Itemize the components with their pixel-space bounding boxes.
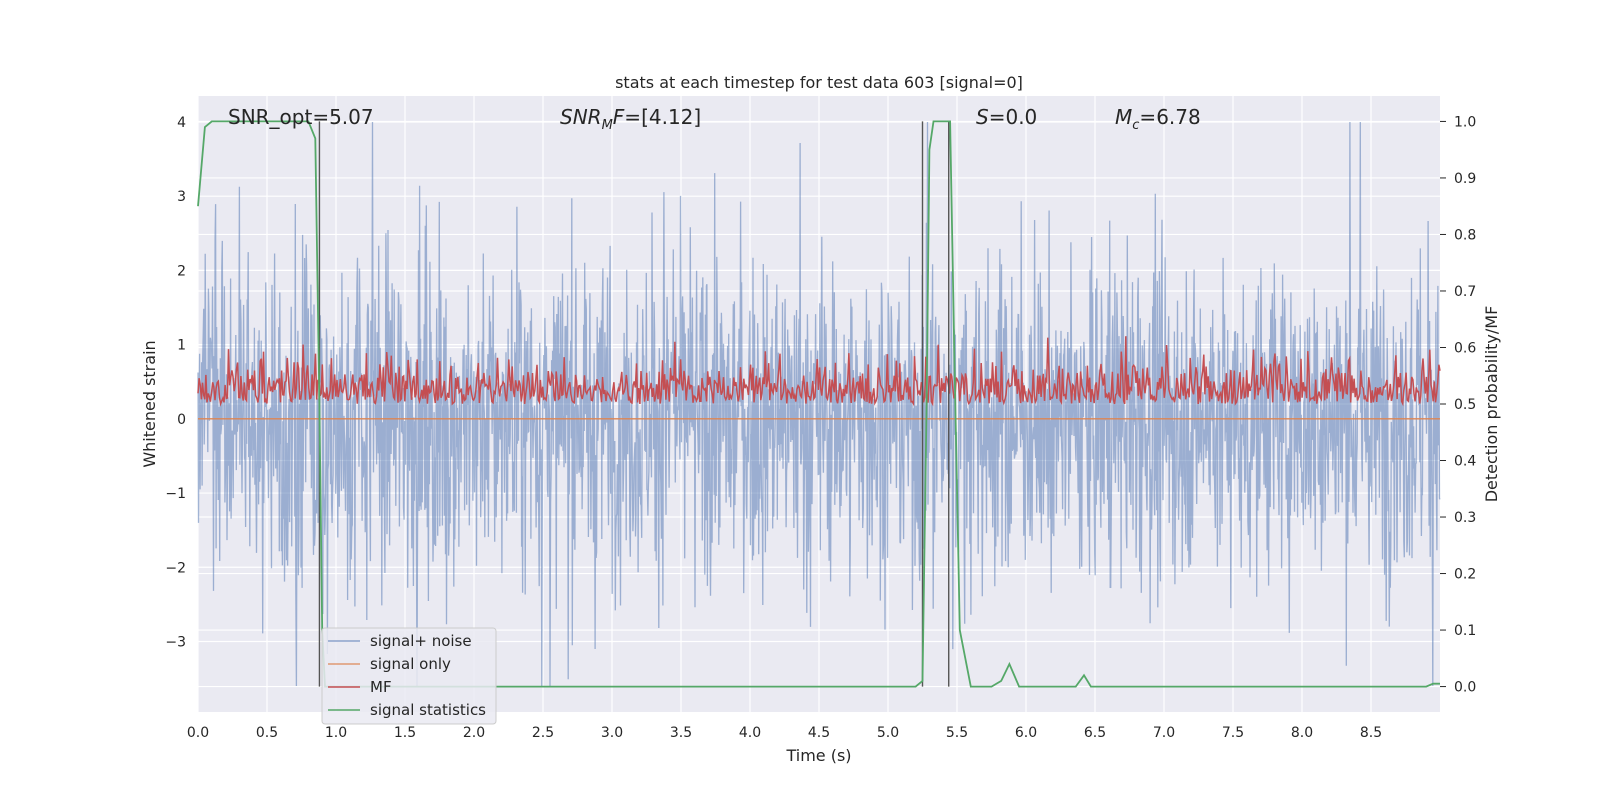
y-left-tick-label: −1 <box>165 486 186 502</box>
series-layer <box>197 120 1441 688</box>
x-tick-label: 1.0 <box>325 725 347 741</box>
series-signal-statistics-line <box>197 120 1440 688</box>
axis-ticks: 0.0 0.5 1.0 1.5 2.0 2.5 3.0 3.5 4.0 4.5 5.0 5.5 6.0 6… <box>165 114 1476 741</box>
x-tick-label: 0.5 <box>256 725 278 741</box>
x-tick-label: 5.0 <box>877 725 899 741</box>
y-right-tick-label: 0.4 <box>1454 454 1476 470</box>
series-mf-line <box>197 336 1441 407</box>
x-tick-label: 8.5 <box>1360 725 1382 741</box>
y-right-tick-label: 0.9 <box>1454 171 1476 187</box>
x-tick-label: 4.5 <box>808 725 830 741</box>
y-right-tick-label: 0.5 <box>1454 397 1476 413</box>
y-right-tick-label: 0.0 <box>1454 680 1476 696</box>
s-annotation: S=0.0 <box>976 105 1037 129</box>
y-left-tick-label: 0 <box>177 412 186 428</box>
legend-label-signal-only: signal only <box>370 655 451 673</box>
y-left-tick-label: 1 <box>177 338 186 354</box>
y-right-tick-label: 0.7 <box>1454 284 1476 300</box>
legend: signal+ noise signal only MF signal stat… <box>321 627 497 725</box>
y-left-tick-label: 3 <box>177 189 186 205</box>
x-tick-label: 1.5 <box>394 725 416 741</box>
y-left-tick-label: −3 <box>165 634 186 650</box>
y-axis-left-label: Whitened strain <box>140 340 159 467</box>
x-tick-label: 4.0 <box>739 725 761 741</box>
x-tick-label: 2.5 <box>532 725 554 741</box>
y-right-tick-label: 0.1 <box>1454 623 1476 639</box>
x-tick-label: 6.5 <box>1084 725 1106 741</box>
x-tick-label: 8.0 <box>1291 725 1313 741</box>
snr-mf-value: [4.12] <box>641 105 701 129</box>
y-right-tick-label: 1.0 <box>1454 114 1476 130</box>
series-signal-noise-line <box>197 121 1441 687</box>
x-tick-label: 6.0 <box>1015 725 1037 741</box>
chart-title: stats at each timestep for test data 603… <box>615 73 1023 92</box>
s-value: 0.0 <box>1005 105 1037 129</box>
mc-value: 6.78 <box>1156 105 1201 129</box>
x-tick-label: 7.5 <box>1222 725 1244 741</box>
x-tick-label: 2.0 <box>463 725 485 741</box>
y-right-tick-label: 0.2 <box>1454 567 1476 583</box>
snr-mf-annotation: SNRMF=[4.12] <box>560 105 701 133</box>
legend-label-signal-noise: signal+ noise <box>370 632 472 650</box>
x-tick-label: 0.0 <box>187 725 209 741</box>
y-axis-right-label: Detection probability/MF <box>1482 306 1501 503</box>
y-left-tick-label: 2 <box>177 263 186 279</box>
x-axis-label: Time (s) <box>785 746 851 765</box>
legend-label-signal-statistics: signal statistics <box>370 701 486 719</box>
y-right-tick-label: 0.6 <box>1454 340 1476 356</box>
y-left-tick-label: 4 <box>177 115 186 131</box>
y-right-tick-label: 0.8 <box>1454 227 1476 243</box>
mc-annotation: Mc=6.78 <box>1115 105 1201 133</box>
x-tick-label: 7.0 <box>1153 725 1175 741</box>
x-tick-label: 3.5 <box>670 725 692 741</box>
legend-box <box>321 627 497 725</box>
x-tick-label: 5.5 <box>946 725 968 741</box>
y-right-tick-label: 0.3 <box>1454 510 1476 526</box>
snr-opt-annotation: SNR_opt=5.07 <box>228 105 374 129</box>
x-tick-label: 3.0 <box>601 725 623 741</box>
y-left-tick-label: −2 <box>165 560 186 576</box>
legend-label-mf: MF <box>370 678 392 696</box>
